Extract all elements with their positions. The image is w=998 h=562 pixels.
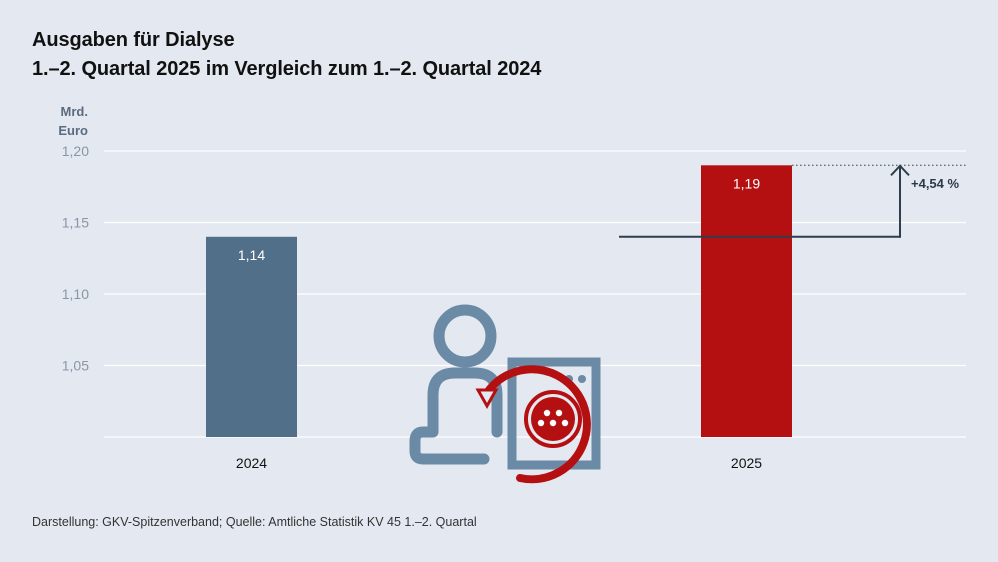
- x-category-label: 2025: [731, 455, 762, 471]
- y-tick-label: 1,20: [62, 143, 89, 159]
- dialysis-patient-machine-icon: [409, 304, 601, 484]
- bar-2025: [701, 165, 792, 438]
- bar-value-label: 1,19: [733, 175, 760, 191]
- chart-subtitle: 1.–2. Quartal 2025 im Vergleich zum 1.–2…: [32, 58, 542, 80]
- y-axis-unit-line2: Euro: [58, 123, 88, 138]
- y-tick-label: 1,15: [62, 215, 89, 231]
- chart-title-block: Ausgaben für Dialyse 1.–2. Quartal 2025 …: [32, 26, 541, 84]
- y-axis-ticks: 1,05 1,10 1,15 1,20: [62, 143, 89, 374]
- y-tick-label: 1,05: [62, 358, 89, 374]
- bar-2024: [206, 236, 297, 437]
- y-axis-unit-line1: Mrd.: [61, 104, 88, 119]
- x-category-label: 2024: [236, 455, 267, 471]
- y-tick-label: 1,10: [62, 286, 89, 302]
- bar-value-label: 1,14: [238, 247, 265, 263]
- chart-title: Ausgaben für Dialyse: [32, 29, 235, 51]
- source-note: Darstellung: GKV-Spitzenverband; Quelle:…: [32, 515, 477, 529]
- change-indicator: +4,54 %: [619, 164, 966, 238]
- bars: 1,14 2024 1,19 2025: [206, 165, 792, 471]
- change-percent-label: +4,54 %: [911, 176, 960, 191]
